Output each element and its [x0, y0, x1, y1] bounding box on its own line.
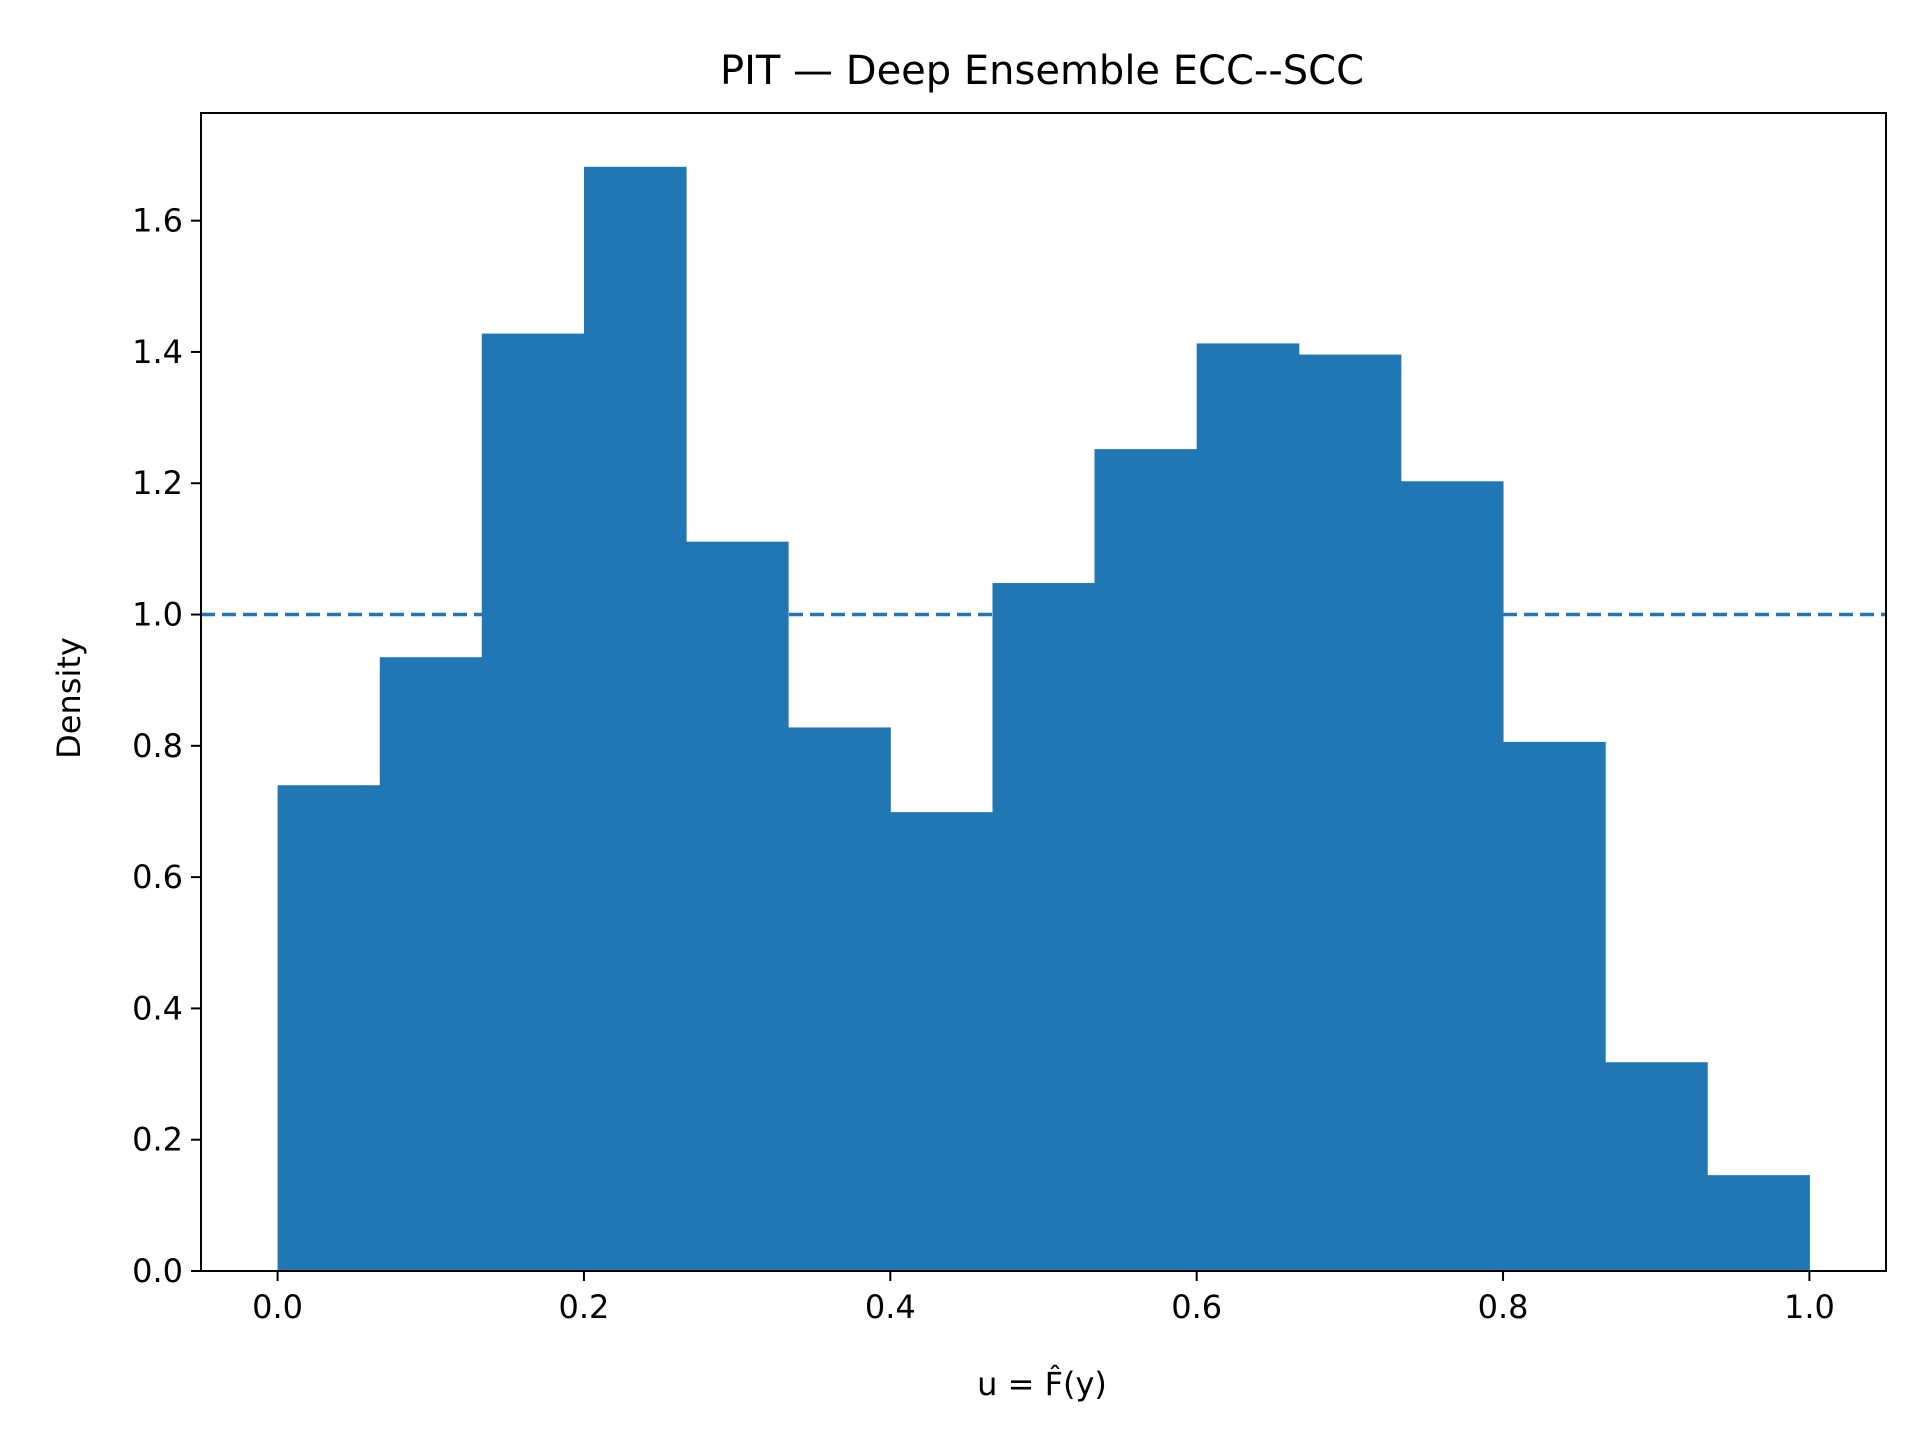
histogram-bar	[1503, 741, 1606, 1271]
histogram-bar	[1707, 1175, 1810, 1271]
histogram-bar	[992, 583, 1096, 1271]
y-tick-label: 0.6	[132, 858, 183, 896]
histogram-bar	[1298, 354, 1402, 1271]
histogram-bar	[583, 166, 687, 1271]
x-tick-label: 1.0	[1784, 1288, 1835, 1326]
x-axis-label: u = F̂(y)	[977, 1365, 1107, 1403]
y-axis-label: Density	[50, 637, 88, 759]
x-tick-label: 0.6	[1171, 1288, 1222, 1326]
y-tick-label: 1.2	[132, 464, 183, 502]
y-tick-label: 1.6	[132, 202, 183, 240]
y-tick-label: 0.4	[132, 989, 183, 1027]
histogram-bar	[277, 785, 381, 1271]
histogram-bar	[379, 657, 483, 1271]
histogram-bar	[788, 727, 891, 1271]
histogram-bar	[1094, 449, 1198, 1271]
y-tick-label: 0.2	[132, 1121, 183, 1159]
y-tick-label: 0.8	[132, 727, 183, 765]
histogram-bar	[1400, 481, 1504, 1271]
chart-title: PIT — Deep Ensemble ECC--SCC	[720, 48, 1364, 94]
histogram-bar	[1196, 343, 1300, 1272]
x-tick-label: 0.4	[865, 1288, 916, 1326]
x-ticks: 0.0 0.2 0.4 0.6 0.8 1.0	[252, 1271, 1835, 1326]
histogram-bar	[1605, 1062, 1708, 1271]
bars-layer	[277, 166, 1810, 1272]
histogram-bar	[686, 541, 789, 1271]
y-tick-label: 1.4	[132, 333, 183, 371]
x-tick-label: 0.8	[1478, 1288, 1529, 1326]
y-ticks: 0.0 0.2 0.4 0.6 0.8 1.0 1.2 1.4 1.6	[132, 202, 201, 1290]
y-tick-label: 0.0	[132, 1252, 183, 1290]
histogram-bar	[890, 812, 993, 1271]
x-tick-label: 0.2	[559, 1288, 610, 1326]
histogram-bar	[481, 333, 585, 1272]
axes-frame	[200, 112, 1887, 1272]
x-tick-label: 0.0	[252, 1288, 303, 1326]
y-tick-label: 1.0	[132, 596, 183, 634]
